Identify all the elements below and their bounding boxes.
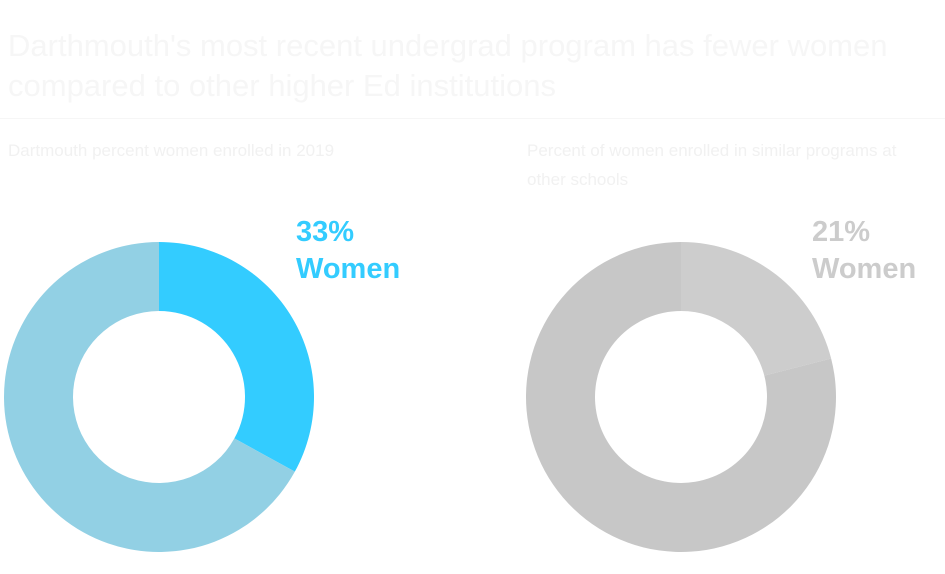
right-women-label: 21% Women (812, 214, 916, 288)
left-slice-women (159, 242, 314, 472)
right-donut-chart (525, 242, 836, 552)
left-chart-subtitle: Dartmouth percent women enrolled in 2019 (8, 141, 335, 160)
chart-title: Darthmouth's most recent undergrad progr… (8, 28, 888, 103)
right-slice-men (525, 242, 836, 552)
left-women-text: Women (296, 253, 401, 285)
right-chart-subtitle: Percent of women enrolled in similar pro… (527, 141, 897, 189)
left-donut-chart (3, 242, 314, 552)
right-women-percent: 21% (812, 216, 871, 248)
left-women-label: 33% Women (296, 214, 400, 288)
left-slice-men (3, 242, 295, 552)
left-women-percent: 33% (296, 216, 355, 248)
right-women-text: Women (812, 253, 917, 285)
right-slice-women (681, 242, 832, 376)
title-divider (0, 118, 945, 119)
